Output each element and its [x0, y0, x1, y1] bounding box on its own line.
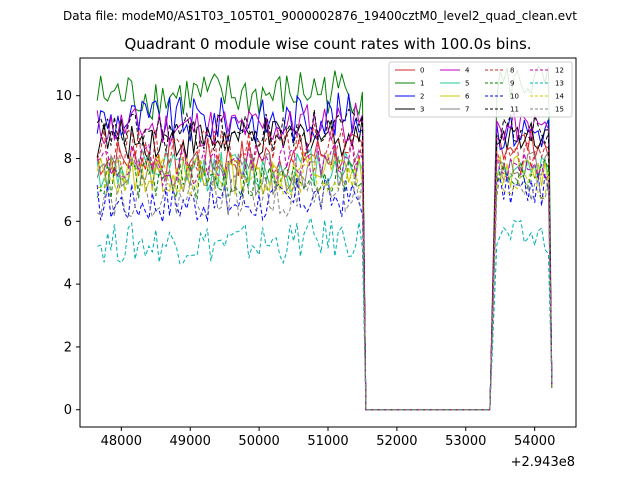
legend-label-9: 9 — [510, 80, 514, 88]
legend-label-10: 10 — [510, 93, 519, 101]
y-axis: 0 2 4 6 8 10 — [55, 89, 80, 418]
x-tick-label: 51000 — [307, 434, 348, 449]
x-tick-label: 54000 — [514, 434, 555, 449]
legend-label-12: 12 — [555, 67, 564, 75]
legend-label-8: 8 — [510, 67, 514, 75]
x-tick-label: 53000 — [445, 434, 486, 449]
chart-title: Quadrant 0 module wise count rates with … — [124, 35, 531, 53]
legend-label-15: 15 — [555, 106, 564, 114]
series-line-15 — [96, 171, 553, 411]
legend-label-5: 5 — [465, 80, 469, 88]
data-file-caption: Data file: modeM0/AS1T03_105T01_90000028… — [63, 9, 577, 23]
legend-label-1: 1 — [420, 80, 424, 88]
legend-box — [388, 61, 573, 118]
plot-lines — [96, 65, 553, 411]
x-tick-label: 50000 — [238, 434, 279, 449]
legend-label-2: 2 — [420, 93, 424, 101]
legend-label-0: 0 — [420, 67, 424, 75]
legend-label-6: 6 — [465, 93, 470, 101]
legend-label-11: 11 — [510, 106, 519, 114]
y-tick-label: 0 — [64, 403, 72, 418]
x-axis: 48000 49000 50000 51000 52000 53000 54000 — [101, 427, 555, 449]
series-line-8 — [96, 123, 553, 411]
legend-label-7: 7 — [465, 106, 469, 114]
x-tick-label: 48000 — [101, 434, 142, 449]
series-line-13 — [97, 216, 553, 411]
legend-label-13: 13 — [555, 80, 564, 88]
y-tick-label: 10 — [55, 89, 72, 104]
legend-label-3: 3 — [420, 106, 424, 114]
y-tick-label: 2 — [64, 340, 72, 355]
x-tick-label: 49000 — [170, 434, 211, 449]
y-tick-label: 6 — [64, 215, 72, 230]
x-offset-label: +2.943e8 — [511, 455, 575, 470]
y-tick-label: 4 — [64, 278, 72, 293]
x-tick-label: 52000 — [376, 434, 417, 449]
legend-label-4: 4 — [465, 67, 470, 75]
series-line-9 — [96, 156, 553, 411]
legend-label-14: 14 — [555, 93, 564, 101]
y-tick-label: 8 — [64, 152, 72, 167]
